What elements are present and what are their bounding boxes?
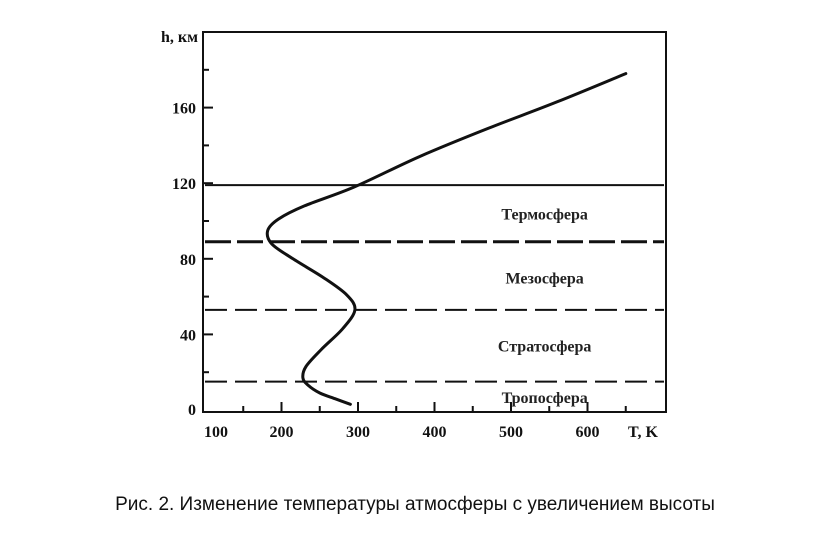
layer-boundaries <box>205 184 664 383</box>
x-tick-label: 300 <box>346 424 370 441</box>
x-tick-label: 500 <box>499 424 523 441</box>
y-tick-label: 120 <box>172 176 196 193</box>
region-label: Мезосфера <box>506 271 584 288</box>
x-tick-label: 600 <box>576 424 600 441</box>
y-tick-label: 40 <box>180 327 196 344</box>
x-axis-title: T, K <box>628 424 658 441</box>
x-tick-label: 400 <box>423 424 447 441</box>
y-tick-label: 0 <box>188 402 196 419</box>
y-axis-title: h, км <box>161 29 198 46</box>
x-tick-label: 100 <box>204 424 228 441</box>
region-labels: Тропосфера Стратосфера Мезосфера Термосфера <box>498 206 592 406</box>
region-label: Стратосфера <box>498 339 592 356</box>
temperature-curve <box>265 72 628 406</box>
y-tick-label: 80 <box>180 252 196 269</box>
figure-caption: Рис. 2. Изменение температуры атмосферы … <box>115 494 715 515</box>
atmosphere-temperature-chart: 0 40 80 120 160 100 200 300 400 500 600 Тропосфер… <box>161 29 667 441</box>
x-axis-ticks: 100 200 300 400 500 600 <box>204 402 627 441</box>
x-tick-label: 200 <box>270 424 294 441</box>
region-label: Термосфера <box>501 206 587 223</box>
y-tick-label: 160 <box>172 101 196 118</box>
y-axis-ticks: 0 40 80 120 160 <box>172 68 213 419</box>
region-label: Тропосфера <box>502 390 588 407</box>
